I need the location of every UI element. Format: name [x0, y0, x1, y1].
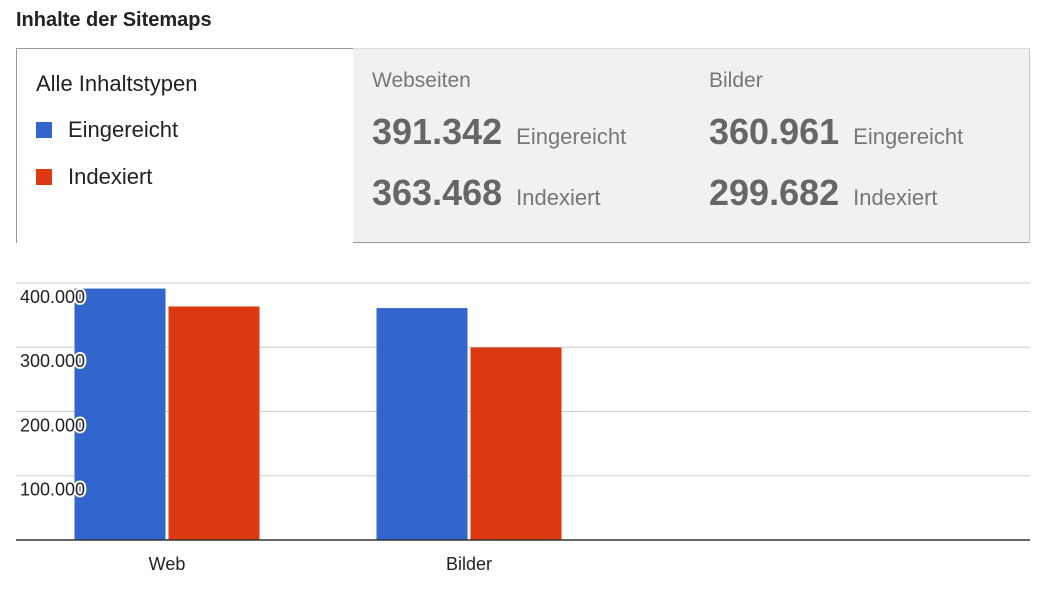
stat-label: Indexiert [853, 185, 938, 210]
stat-value: 360.961 [709, 111, 840, 152]
y-tick-label: 300.000 [20, 351, 85, 371]
chart: Web Bilder 100.000 200.000 300.000 400.000 [16, 282, 1030, 574]
legend-item: Eingereicht [36, 117, 178, 143]
tab-label: Bilder [709, 69, 763, 92]
stat-label: Indexiert [516, 185, 601, 210]
legend-swatch [36, 169, 52, 185]
tab-label: Webseiten [372, 69, 471, 92]
x-tick-label: Bilder [446, 554, 492, 574]
legend-item: Indexiert [36, 164, 152, 190]
tab[interactable]: Webseiten 391.342 Eingereicht 363.468 Inde… [353, 48, 691, 243]
tab-label: Alle Inhaltstypen [36, 71, 198, 96]
bar [168, 306, 260, 540]
y-tick-label: 200.000 [20, 415, 85, 435]
legend-swatch [36, 122, 52, 138]
y-tick-label: 400.000 [20, 287, 85, 307]
stat-row: 360.961 Eingereicht [709, 111, 963, 153]
stat-row: 391.342 Eingereicht [372, 111, 626, 153]
stat-row: 363.468 Indexiert [372, 172, 601, 214]
stat-label: Eingereicht [516, 124, 627, 149]
tab[interactable]: Bilder 360.961 Eingereicht 299.682 Indexie… [690, 48, 1030, 243]
stat-value: 299.682 [709, 172, 840, 213]
tab[interactable]: Alle Inhaltstypen Eingereicht Indexiert [16, 48, 354, 243]
stat-value: 363.468 [372, 172, 503, 213]
section-title: Inhalte der Sitemaps [16, 9, 212, 31]
bar [470, 347, 562, 540]
legend-label: Eingereicht [68, 117, 179, 142]
stat-value: 391.342 [372, 111, 503, 152]
y-tick-label: 100.000 [20, 480, 85, 500]
bar [74, 288, 166, 540]
legend-label: Indexiert [68, 164, 153, 189]
stat-row: 299.682 Indexiert [709, 172, 938, 214]
x-tick-label: Web [149, 554, 186, 574]
stat-label: Eingereicht [853, 124, 964, 149]
bar [376, 308, 468, 540]
